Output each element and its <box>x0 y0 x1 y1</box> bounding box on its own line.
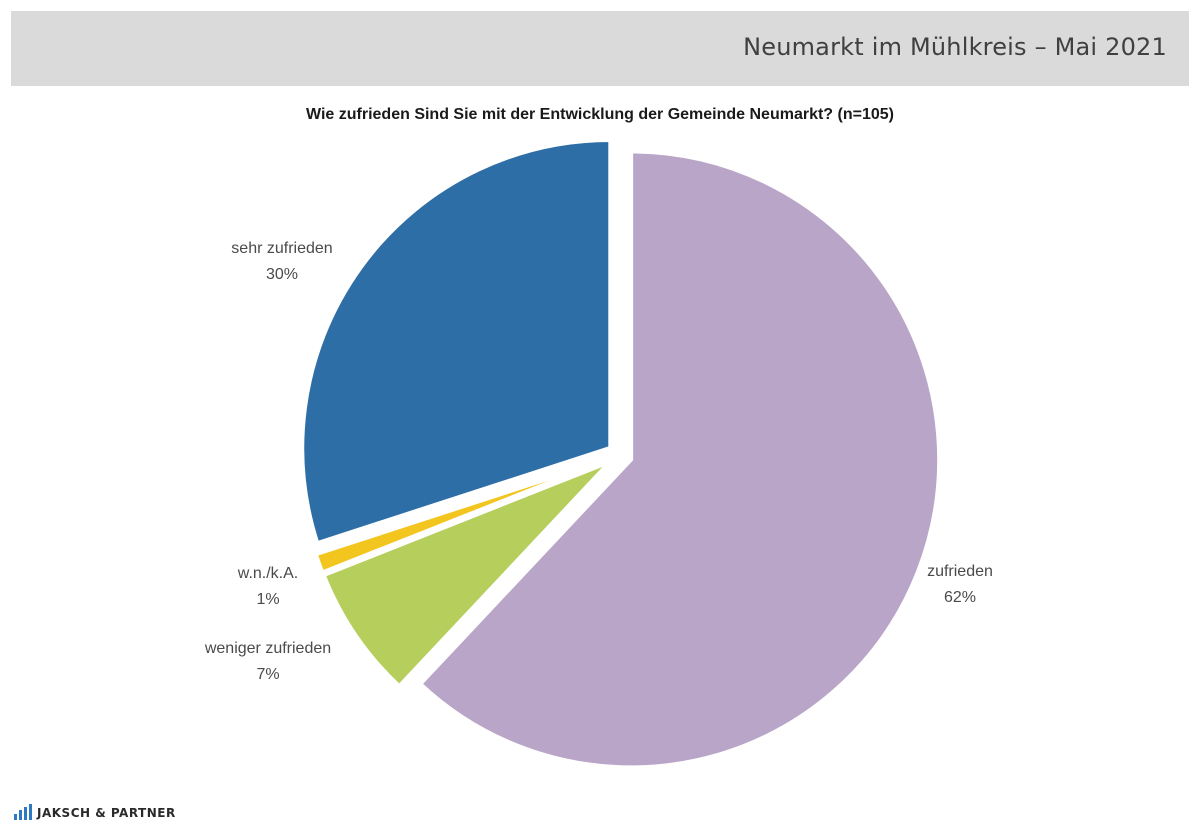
header-band: Neumarkt im Mühlkreis – Mai 2021 <box>11 11 1189 86</box>
chart-title: Wie zufrieden Sind Sie mit der Entwicklu… <box>306 106 894 123</box>
pie-labels: zufrieden 62% weniger zufrieden 7% w.n./k.A.… <box>204 240 993 683</box>
pie-slice-weniger-zufrieden <box>321 459 612 690</box>
slice-value-zufrieden: 62% <box>944 589 976 606</box>
pie-slices <box>300 137 942 770</box>
company-logo: JAKSCH & PARTNER <box>14 800 176 820</box>
slice-value-weniger-zufrieden: 7% <box>256 666 279 683</box>
slice-label-weniger-zufrieden: weniger zufrieden <box>204 640 331 657</box>
slice-label-sehr-zufrieden: sehr zufrieden <box>231 240 332 257</box>
pie-slice-w-n-k-a <box>313 457 610 576</box>
slice-label-zufrieden: zufrieden <box>927 563 993 580</box>
pie-slice-zufrieden <box>417 149 942 770</box>
logo-bars-icon <box>14 804 32 820</box>
slice-value-sehr-zufrieden: 30% <box>266 266 298 283</box>
pie-slice-sehr-zufrieden <box>300 137 613 546</box>
page-title: Neumarkt im Mühlkreis – Mai 2021 <box>743 33 1167 61</box>
slice-label-w-n-k-a: w.n./k.A. <box>237 565 298 582</box>
slice-value-w-n-k-a: 1% <box>256 591 279 608</box>
logo-text: JAKSCH & PARTNER <box>37 806 176 820</box>
